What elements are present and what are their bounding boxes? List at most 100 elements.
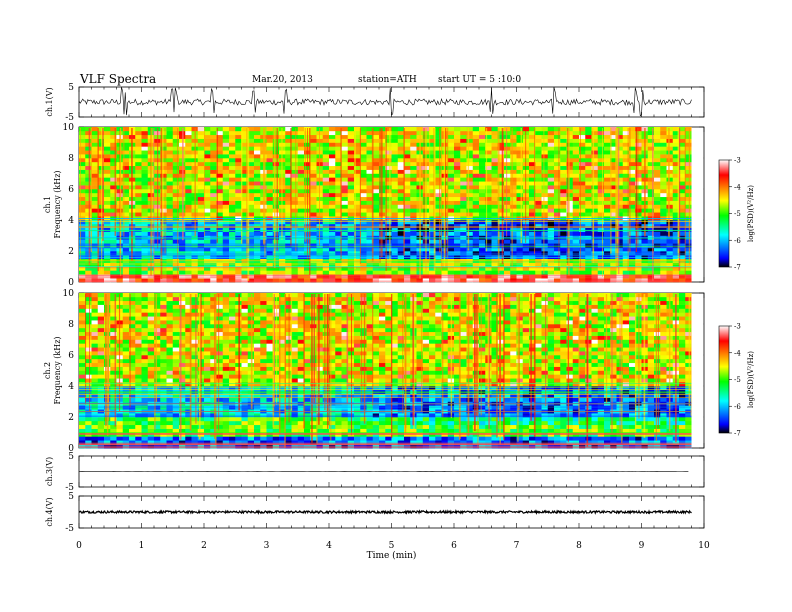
spectrogram-cell bbox=[366, 227, 374, 232]
spectrogram-cell bbox=[97, 212, 105, 217]
spectrogram-cell bbox=[460, 247, 467, 252]
spectrogram-cell bbox=[597, 150, 605, 155]
spectrogram-cell bbox=[354, 208, 361, 213]
spectrogram-cell bbox=[622, 130, 630, 136]
spectrogram-cell bbox=[679, 444, 686, 449]
spectrogram-cell bbox=[379, 440, 386, 445]
spectrogram-cell bbox=[485, 177, 492, 182]
spectrogram-cell bbox=[141, 127, 149, 132]
figure-title: VLF Spectra bbox=[79, 72, 156, 86]
spectrogram-cell bbox=[672, 158, 680, 163]
spectrogram-cell bbox=[672, 200, 680, 205]
spectrogram-cell bbox=[110, 231, 117, 236]
spectrogram-cell bbox=[479, 185, 486, 190]
spectrogram-cell bbox=[491, 169, 499, 174]
spectrogram-cell bbox=[435, 278, 442, 283]
spectrogram-cell bbox=[654, 134, 661, 139]
spectrogram-cell bbox=[366, 165, 374, 170]
spectrogram-cell bbox=[79, 243, 86, 248]
spectrogram-cell bbox=[372, 251, 380, 256]
spectrogram-cell bbox=[241, 158, 249, 163]
spectrogram-cell bbox=[566, 227, 574, 232]
spectrogram-cell bbox=[429, 247, 436, 252]
spectrogram-cell bbox=[291, 134, 299, 139]
spectrogram-cell bbox=[329, 192, 336, 198]
spectrogram-cell bbox=[135, 165, 142, 170]
spectrogram-cell bbox=[122, 243, 130, 248]
spectrogram-cell bbox=[354, 134, 361, 139]
spectrogram-cell bbox=[585, 247, 592, 252]
spectrogram-cell bbox=[79, 262, 86, 267]
spectrogram-cell bbox=[510, 161, 517, 167]
spectrogram-cell bbox=[79, 212, 86, 217]
spectrogram-cell bbox=[660, 158, 667, 163]
spectrogram-cell bbox=[335, 212, 342, 217]
spectrogram-cell bbox=[447, 428, 455, 433]
spectrogram-cell bbox=[160, 204, 167, 209]
spectrogram-cell bbox=[310, 192, 317, 198]
spectrogram-cell bbox=[166, 204, 174, 209]
spectrogram-cell bbox=[135, 440, 142, 445]
spectrogram-cell bbox=[197, 204, 205, 209]
spectrogram-cell bbox=[441, 444, 449, 449]
spectrogram-cell bbox=[429, 254, 436, 260]
spectrogram-cell bbox=[229, 161, 236, 167]
spectrogram-cell bbox=[535, 212, 542, 217]
spectrogram-cell bbox=[122, 204, 130, 209]
spectrogram-cell bbox=[310, 266, 317, 271]
spectrogram-cell bbox=[454, 161, 461, 167]
spectrogram-cell bbox=[672, 204, 680, 209]
spectrogram-cell bbox=[291, 274, 299, 279]
spectrogram-cell bbox=[110, 204, 117, 209]
spectrogram-cell bbox=[654, 243, 661, 248]
spectrogram-cell bbox=[647, 262, 655, 267]
spectrogram-cell bbox=[204, 138, 211, 143]
spectrogram-cell bbox=[647, 192, 655, 198]
voltage-axis-label: ch.1(V) bbox=[45, 87, 54, 116]
spectrogram-cell bbox=[597, 181, 605, 186]
spectrogram-cell bbox=[216, 243, 224, 248]
spectrogram-cell bbox=[166, 440, 174, 445]
spectrogram-cell bbox=[329, 251, 336, 256]
spectrogram-cell bbox=[547, 134, 555, 139]
spectrogram-cell bbox=[91, 204, 99, 209]
spectrogram-cell bbox=[447, 440, 455, 445]
spectrogram-cell bbox=[310, 220, 317, 225]
spectrogram-cell bbox=[435, 169, 442, 174]
spectrogram-cell bbox=[622, 428, 630, 433]
spectrogram-cell bbox=[591, 192, 599, 198]
spectrogram-cell bbox=[322, 440, 330, 445]
spectrogram-cell bbox=[372, 220, 380, 225]
spectrogram-cell bbox=[672, 274, 680, 279]
spectrogram-cell bbox=[335, 278, 342, 283]
spectrogram-cell bbox=[554, 208, 561, 213]
spectrogram-cell bbox=[104, 220, 111, 225]
spectrogram-cell bbox=[447, 130, 455, 136]
spectrogram-cell bbox=[110, 130, 117, 136]
spectrogram-cell bbox=[241, 212, 249, 217]
y-tick-label: 8 bbox=[68, 154, 74, 164]
spectrogram-cell bbox=[679, 154, 686, 159]
spectrogram-cell bbox=[547, 173, 555, 178]
spectrogram-cell bbox=[110, 138, 117, 143]
spectrogram-cell bbox=[79, 127, 86, 132]
spectrogram-cell bbox=[254, 169, 261, 174]
spectrogram-cell bbox=[579, 169, 586, 174]
spectrogram-cell bbox=[591, 127, 599, 132]
spectrogram-cell bbox=[504, 440, 511, 445]
spectrogram-cell bbox=[241, 444, 249, 449]
spectrogram-cell bbox=[222, 428, 230, 433]
spectrogram-cell bbox=[504, 231, 511, 236]
spectrogram-cell bbox=[454, 440, 461, 445]
spectrogram-cell bbox=[685, 208, 692, 213]
spectrogram-cell bbox=[435, 189, 442, 194]
spectrogram-cell bbox=[435, 146, 442, 151]
spectrogram-cell bbox=[204, 251, 211, 256]
spectrogram-cell bbox=[241, 424, 249, 429]
spectrogram-cell bbox=[179, 428, 186, 433]
spectrogram-cell bbox=[166, 127, 174, 132]
spectrogram-cell bbox=[166, 142, 174, 147]
spectrogram-cell bbox=[97, 130, 105, 136]
spectrogram-cell bbox=[510, 231, 517, 236]
spectrogram-cell bbox=[341, 142, 349, 147]
